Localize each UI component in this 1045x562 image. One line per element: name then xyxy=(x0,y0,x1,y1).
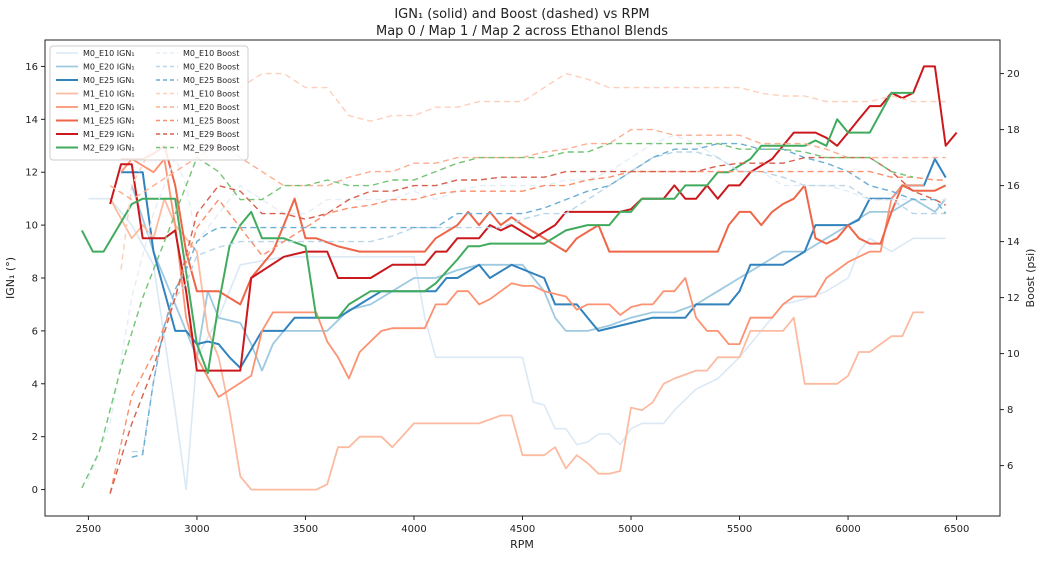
series-line-m0-e25-boost xyxy=(131,142,947,458)
legend-label: M0_E10 Boost xyxy=(183,49,239,58)
chart-subtitle: Map 0 / Map 1 / Map 2 across Ethanol Ble… xyxy=(376,24,668,39)
y-left-tick-label: 4 xyxy=(32,379,38,390)
x-tick-label: 2500 xyxy=(76,524,101,535)
x-tick-label: 4000 xyxy=(401,524,426,535)
legend-label: M2_E29 IGN₁ xyxy=(83,144,135,153)
legend-label: M1_E25 IGN₁ xyxy=(83,117,135,126)
x-tick-label: 6000 xyxy=(835,524,860,535)
series-line-m1-e25-boost xyxy=(109,170,946,494)
y-right-tick-label: 20 xyxy=(1007,69,1020,80)
series-line-m1-e29-boost xyxy=(109,156,947,494)
title-group: IGN₁ (solid) and Boost (dashed) vs RPM M… xyxy=(376,7,668,39)
series-line-m0-e20-boost xyxy=(131,151,946,453)
legend-label: M1_E10 IGN₁ xyxy=(83,90,135,99)
series-line-m1-e25-ign xyxy=(121,144,947,306)
y-right-tick-label: 16 xyxy=(1007,181,1020,192)
series-line-m2-e29-boost xyxy=(81,142,914,489)
series-line-m1-e10-boost xyxy=(120,72,946,270)
y-axis-right-label: Boost (psi) xyxy=(1024,249,1037,308)
legend-label: M0_E10 IGN₁ xyxy=(83,49,135,58)
y-left-tick-label: 10 xyxy=(25,221,38,232)
legend-label: M1_E25 Boost xyxy=(183,117,239,126)
legend: M0_E10 IGN₁ M0_E20 IGN₁ M0_E25 IGN₁ M1_E10 … xyxy=(49,45,249,161)
y-right-tick-label: 18 xyxy=(1007,125,1020,136)
x-axis-label: RPM xyxy=(510,538,534,551)
x-tick-label: 4500 xyxy=(510,524,535,535)
series-line-m1-e20-boost xyxy=(109,128,946,201)
legend-label: M0_E25 Boost xyxy=(183,76,239,85)
legend-label: M0_E20 Boost xyxy=(183,63,239,72)
y-left-tick-label: 14 xyxy=(25,115,38,126)
y-left-tick-label: 16 xyxy=(25,62,38,73)
y-left-tick-label: 12 xyxy=(25,168,38,179)
y-left-tick-label: 8 xyxy=(32,274,38,285)
y-right-tick-label: 12 xyxy=(1007,293,1020,304)
legend-box xyxy=(49,45,249,161)
series-line-m1-e20-ign xyxy=(120,158,924,398)
legend-label: M1_E29 IGN₁ xyxy=(83,130,135,139)
series-line-m2-e29-ign xyxy=(81,91,914,375)
ticks-layer: 2500 3000 3500 4000 4500 5000 5500 6000 6500 0 2 4 6… xyxy=(25,62,1019,535)
chart-title: IGN₁ (solid) and Boost (dashed) vs RPM xyxy=(394,7,649,22)
x-tick-label: 5000 xyxy=(618,524,643,535)
y-axis-left-label: IGN₁ (°) xyxy=(4,257,17,299)
legend-label: M1_E20 Boost xyxy=(183,103,239,112)
legend-label: M1_E20 IGN₁ xyxy=(83,103,135,112)
legend-label: M1_E10 Boost xyxy=(183,90,239,99)
legend-label: M1_E29 Boost xyxy=(183,130,239,139)
y-left-tick-label: 2 xyxy=(32,432,38,443)
y-left-tick-label: 0 xyxy=(32,485,38,496)
series-layer xyxy=(81,65,958,494)
x-tick-label: 6500 xyxy=(944,524,969,535)
y-right-tick-label: 6 xyxy=(1007,461,1013,472)
legend-label: M0_E25 IGN₁ xyxy=(83,76,135,85)
series-line-m1-e10-ign xyxy=(109,197,924,491)
legend-label: M2_E29 Boost xyxy=(183,144,239,153)
y-left-tick-label: 6 xyxy=(32,326,38,337)
y-right-tick-label: 8 xyxy=(1007,405,1013,416)
x-tick-label: 3000 xyxy=(184,524,209,535)
y-right-tick-label: 14 xyxy=(1007,237,1020,248)
legend-label: M0_E20 IGN₁ xyxy=(83,63,135,72)
x-tick-label: 3500 xyxy=(293,524,318,535)
series-line-m0-e10-boost xyxy=(87,134,946,480)
x-tick-label: 5500 xyxy=(727,524,752,535)
y-right-tick-label: 10 xyxy=(1007,349,1020,360)
